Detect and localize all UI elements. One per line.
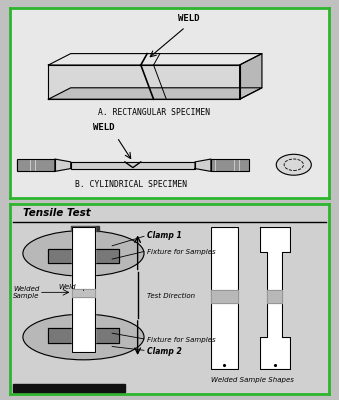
Bar [211,159,249,171]
Bar [211,160,214,170]
Text: A. RECTANGULAR SPECIMEN: A. RECTANGULAR SPECIMEN [98,108,210,117]
Bar [50,160,53,170]
Text: Fixture for Samples: Fixture for Samples [147,337,216,343]
Polygon shape [55,159,71,171]
Bar [26,160,29,170]
Bar [267,290,282,303]
Bar [48,249,119,263]
Text: B. CYLINDRICAL SPECIMEN: B. CYLINDRICAL SPECIMEN [75,180,187,189]
Polygon shape [48,65,240,99]
Bar [36,160,39,170]
Bar [72,288,95,297]
Ellipse shape [23,230,144,276]
Text: Welded Sample Shapes: Welded Sample Shapes [211,377,294,383]
Text: Tensile Test: Tensile Test [23,208,91,218]
Text: Welded
Sample: Welded Sample [13,286,40,299]
Text: Clamp 1: Clamp 1 [147,231,182,240]
Bar [235,160,238,170]
Polygon shape [240,54,262,99]
Circle shape [276,154,311,175]
Bar [21,160,25,170]
Bar [220,160,224,170]
Text: WELD: WELD [178,14,199,23]
Bar [267,290,282,303]
Bar [225,160,228,170]
Bar [48,328,119,343]
Text: Weld: Weld [58,284,76,290]
Bar [211,290,238,303]
Bar [72,227,95,352]
Bar [45,160,48,170]
Bar [216,160,219,170]
Bar [31,160,34,170]
Bar [244,160,248,170]
Bar [13,384,125,392]
Bar [240,160,243,170]
Text: Fixture for Samples: Fixture for Samples [147,248,216,254]
Bar [71,226,99,230]
Polygon shape [260,227,290,369]
Bar [71,162,195,168]
Bar [211,290,238,303]
Bar [48,328,119,343]
Bar [72,227,95,352]
Bar [72,288,95,297]
Bar [17,160,20,170]
Bar [211,227,238,369]
Ellipse shape [23,314,144,360]
Bar [211,227,238,369]
Bar [230,160,233,170]
Text: Test Direction: Test Direction [147,293,195,299]
Text: Clamp 2: Clamp 2 [147,347,182,356]
Polygon shape [48,54,262,65]
Polygon shape [195,159,211,171]
Bar [40,160,44,170]
Bar [17,159,55,171]
Bar [71,162,195,168]
Polygon shape [48,88,262,99]
Text: WELD: WELD [94,122,115,132]
Bar [48,249,119,263]
